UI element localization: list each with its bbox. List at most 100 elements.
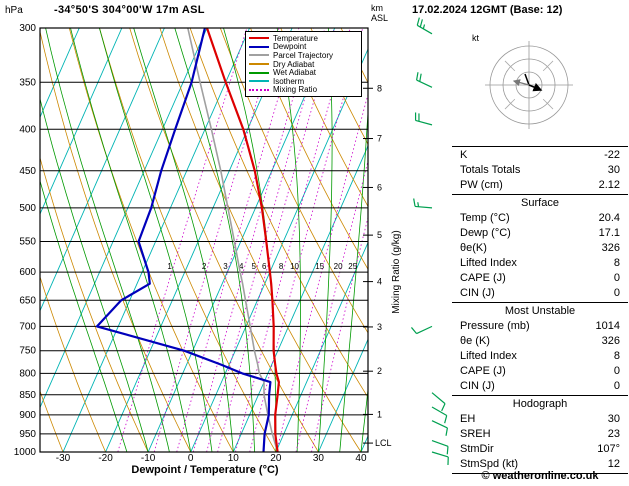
panel-row: Dewp (°C) 17.1 <box>452 226 628 241</box>
temperature-curve <box>205 28 280 452</box>
wind-barb <box>410 325 433 335</box>
panel-row-label: Dewp (°C) <box>460 227 511 239</box>
mixing-ratio-label: 15 <box>315 262 324 271</box>
legend-swatch <box>249 71 269 74</box>
storm-motion-arrow <box>512 79 530 87</box>
panel-row-value: 30 <box>607 164 620 176</box>
wind-barb <box>414 112 433 126</box>
legend-item: Isotherm <box>249 77 358 86</box>
mixing-ratio-label: 25 <box>348 262 357 271</box>
panel-row: θe (K) 326 <box>452 334 628 349</box>
panel-row-label: Pressure (mb) <box>460 320 530 332</box>
dry-adiabat-line <box>40 275 106 452</box>
panel-section-title: Surface <box>521 197 559 209</box>
wet-adiabat-line <box>360 386 368 452</box>
legend-item-label: Isotherm <box>273 76 305 86</box>
temperature-tick-label: -10 <box>141 453 156 464</box>
mixing-ratio-label: 3 <box>223 262 228 271</box>
wind-barb <box>416 72 433 88</box>
legend-swatch <box>249 88 269 91</box>
isotherm-line <box>40 28 123 216</box>
mixing-ratio-label: 4 <box>239 262 244 271</box>
km-label: km <box>371 3 383 13</box>
mixing-ratio-label: 6 <box>262 262 267 271</box>
km-tick-label: 8 <box>377 83 382 93</box>
pressure-unit-label: hPa <box>5 5 23 16</box>
isotherm-line <box>105 28 293 452</box>
hodograph-ring <box>489 45 569 125</box>
mixing-ratio-label: 20 <box>334 262 343 271</box>
panel-row-value: 20.4 <box>598 212 620 224</box>
mixing-ratio-line <box>311 215 368 452</box>
panel-row-value: 23 <box>607 428 620 440</box>
run-datetime: 17.02.2024 12GMT (Base: 12) <box>412 4 563 16</box>
wind-barb <box>416 17 433 35</box>
pressure-tick-label: 600 <box>19 267 36 278</box>
isotherm-line <box>40 28 165 312</box>
hodograph-diagonal-tick <box>542 60 554 72</box>
legend-item-label: Temperature <box>273 33 318 43</box>
pressure-tick-label: 800 <box>19 368 36 379</box>
parcel-trajectory-curve <box>187 28 279 452</box>
asl-label: ASL <box>371 13 389 23</box>
wind-barb <box>431 439 449 455</box>
legend-item-label: Mixing Ratio <box>273 85 318 95</box>
panel-row-value: 1014 <box>595 320 620 332</box>
legend-swatch <box>249 80 269 83</box>
panel-section-title: Hodograph <box>512 398 568 410</box>
mixing-ratio-label: 2 <box>202 262 207 271</box>
dewpoint-curve <box>95 28 272 452</box>
dry-adiabat-line <box>0 28 20 452</box>
legend-swatch <box>249 63 269 66</box>
km-tick-label: 7 <box>377 134 382 144</box>
temperature-tick-label: 10 <box>228 453 240 464</box>
legend-item-label: Dry Adiabat <box>273 59 315 69</box>
lcl-label: LCL <box>375 438 392 448</box>
km-tick-label: 4 <box>377 277 382 287</box>
km-asl-ticks: 1 2 3 4 5 6 7 8 <box>363 83 382 419</box>
panel-row-value: -22 <box>604 149 620 161</box>
km-tick-label: 6 <box>377 182 382 192</box>
mixing-ratio-label: 1 <box>167 262 172 271</box>
temperature-tick-label: 30 <box>313 453 325 464</box>
panel-row-value: 0 <box>613 272 620 284</box>
mixing-ratio-axis-label: Mixing Ratio (g/kg) <box>391 230 402 313</box>
legend-item: Parcel Trajectory <box>249 51 358 60</box>
panel-section-title: Most Unstable <box>504 305 576 317</box>
isotherm-line <box>147 28 336 452</box>
hodograph-diagonal-tick <box>504 60 516 72</box>
wind-barb <box>431 420 448 436</box>
legend-item: Wet Adiabat <box>249 68 358 77</box>
wet-adiabat-line <box>174 28 255 452</box>
pressure-tick-label: 550 <box>19 236 36 247</box>
panel-section-most-unstable: Most Unstable Pressure (mb) 1014 θe (K) 326 L… <box>452 302 628 395</box>
legend-item-label: Wet Adiabat <box>273 68 316 78</box>
dry-adiabat-line <box>40 390 64 452</box>
pressure-tick-label: 950 <box>19 429 36 440</box>
hodograph <box>485 41 573 129</box>
pressure-tick-label: 850 <box>19 390 36 401</box>
km-tick-label: 1 <box>377 409 382 419</box>
indices-panel: K -22 Totals Totals 30 PW (cm) 2.12 Surface Tem… <box>452 146 628 474</box>
legend-item: Temperature <box>249 34 358 43</box>
wet-adiabat-line <box>99 28 213 452</box>
dry-adiabat-line <box>250 28 368 270</box>
isotherm-line <box>40 28 208 409</box>
pressure-gridlines <box>40 27 368 453</box>
panel-row-label: Lifted Index <box>460 350 517 362</box>
pressure-tick-label: 700 <box>19 321 36 332</box>
panel-row-value: 326 <box>601 242 620 254</box>
panel-row-value: 326 <box>601 335 620 347</box>
panel-row-value: 107° <box>597 443 620 455</box>
temperature-tick-label: 0 <box>188 453 194 464</box>
km-tick-label: 2 <box>377 366 382 376</box>
dry-adiabat-line <box>280 28 368 208</box>
wind-barb <box>431 406 448 424</box>
isotherm-line <box>62 28 250 452</box>
panel-row-label: CIN (J) <box>460 287 495 299</box>
mixing-ratio-line <box>153 28 280 452</box>
panel-row: SREH 23 <box>452 427 628 442</box>
pressure-tick-labels: 300 350 400 450 500 550 600 650 700 750 800 850 900 9… <box>14 23 37 458</box>
